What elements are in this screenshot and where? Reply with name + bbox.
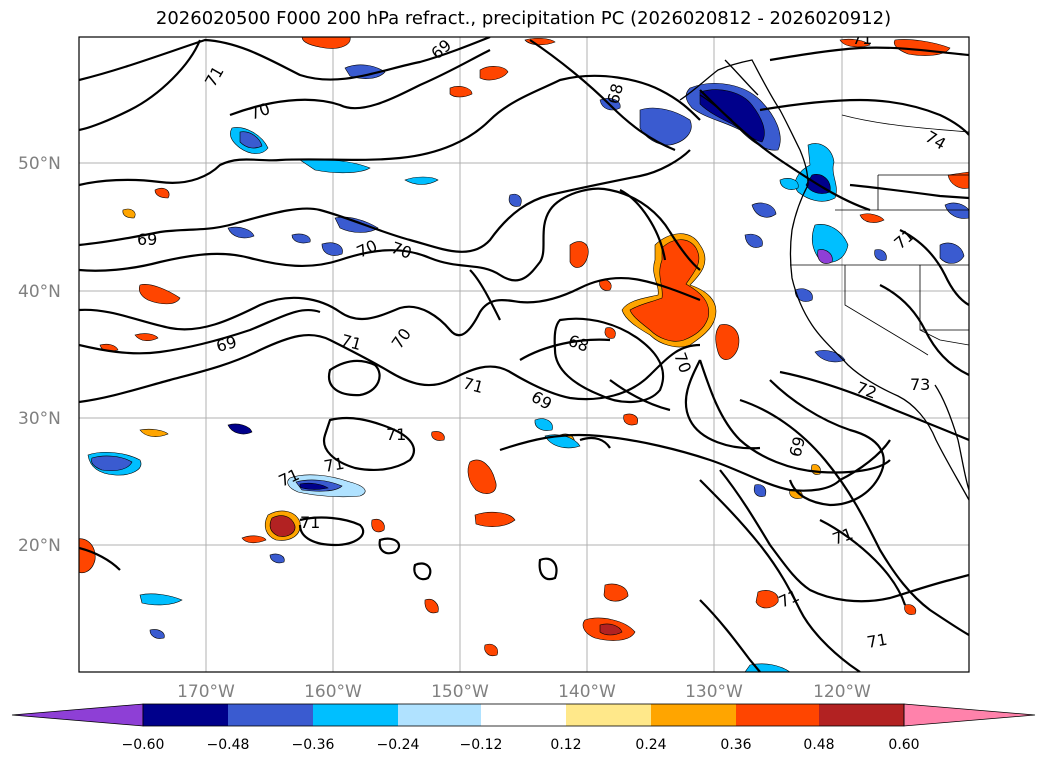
colorbar-tick-label: −0.36 <box>292 737 335 753</box>
precip-positive <box>79 37 969 657</box>
colorbar-tick-label: −0.24 <box>377 737 420 753</box>
colorbar-tick-label: 0.48 <box>803 737 834 753</box>
lon-tick-label: 130°W <box>685 682 743 702</box>
contour-label: 69 <box>786 434 810 459</box>
colorbar-segment <box>736 704 819 726</box>
colorbar-tick-label: −0.12 <box>460 737 503 753</box>
colorbar-left-extension <box>11 703 144 727</box>
lat-tick-label: 40°N <box>18 282 61 302</box>
state-borders <box>790 114 969 356</box>
contour-label: 71 <box>852 29 872 48</box>
contour-label: 71 <box>300 513 320 532</box>
contour-label: 71 <box>461 374 486 398</box>
colorbar-segment <box>481 704 566 726</box>
lon-tick-label: 150°W <box>431 682 489 702</box>
colorbar-segment <box>313 704 398 726</box>
lon-tick-labels: 170°W 160°W 150°W 140°W 130°W 120°W <box>177 682 871 702</box>
contour-label: 73 <box>910 375 930 394</box>
lon-tick-label: 140°W <box>558 682 616 702</box>
contour-label: 71 <box>339 331 364 355</box>
colorbar-segment <box>819 704 904 726</box>
precip-negative <box>87 64 969 672</box>
colorbar-tick-labels: −0.60 −0.48 −0.36 −0.24 −0.12 0.12 0.24 … <box>122 737 920 753</box>
colorbar-segment <box>651 704 736 726</box>
colorbar: −0.60 −0.48 −0.36 −0.24 −0.12 0.12 0.24 … <box>11 703 1036 753</box>
lon-tick-label: 170°W <box>177 682 235 702</box>
colorbar-tick-label: −0.60 <box>122 737 165 753</box>
lat-tick-label: 50°N <box>18 154 61 174</box>
contour-label: 71 <box>865 630 888 652</box>
colorbar-segment <box>566 704 651 726</box>
map-frame <box>78 36 970 673</box>
colorbar-tick-label: 0.60 <box>888 737 919 753</box>
colorbar-tick-label: 0.36 <box>720 737 751 753</box>
colorbar-tick-label: −0.48 <box>207 737 250 753</box>
refractivity-contours <box>79 37 969 672</box>
colorbar-segment <box>398 704 481 726</box>
contour-label: 71 <box>386 425 406 444</box>
colorbar-segment <box>228 704 313 726</box>
colorbar-segment <box>143 704 228 726</box>
lat-tick-label: 20°N <box>18 536 61 556</box>
lon-tick-label: 160°W <box>304 682 362 702</box>
colorbar-tick-label: 0.24 <box>635 737 666 753</box>
lat-tick-label: 30°N <box>18 409 61 429</box>
map-title: 2026020500 F000 200 hPa refract., precip… <box>155 8 892 29</box>
contour-label: 69 <box>214 332 239 356</box>
contour-label: 69 <box>137 230 157 249</box>
lat-tick-labels: 50°N 40°N 30°N 20°N <box>18 154 61 556</box>
lon-tick-label: 120°W <box>813 682 871 702</box>
colorbar-right-extension <box>903 703 1036 727</box>
colorbar-tick-label: 0.12 <box>550 737 581 753</box>
contour-label: 71 <box>322 454 345 476</box>
contour-label: 68 <box>604 81 628 106</box>
